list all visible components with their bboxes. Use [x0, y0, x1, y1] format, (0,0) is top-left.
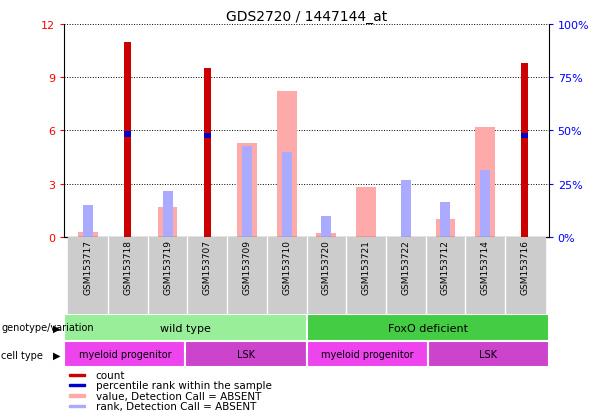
Bar: [69, 405, 85, 407]
Text: GSM153720: GSM153720: [322, 240, 331, 294]
Bar: [401, 181, 411, 237]
Bar: [124, 43, 131, 237]
Bar: [78, 232, 98, 237]
Bar: [356, 188, 376, 237]
Bar: [321, 216, 331, 237]
Text: FoxO deficient: FoxO deficient: [387, 323, 468, 333]
Text: GSM153707: GSM153707: [203, 240, 211, 294]
Bar: [69, 384, 85, 387]
Bar: [204, 69, 211, 237]
Text: genotype/variation: genotype/variation: [1, 323, 94, 332]
Bar: [64, 342, 186, 368]
Bar: [276, 92, 297, 237]
Bar: [242, 147, 252, 237]
Bar: [316, 234, 337, 237]
Bar: [227, 237, 267, 314]
Text: LSK: LSK: [479, 349, 497, 360]
Text: percentile rank within the sample: percentile rank within the sample: [96, 380, 272, 390]
Text: GSM153712: GSM153712: [441, 240, 450, 294]
Bar: [386, 237, 425, 314]
Text: myeloid progenitor: myeloid progenitor: [78, 349, 171, 360]
Text: GSM153716: GSM153716: [520, 240, 529, 294]
Bar: [521, 64, 528, 237]
Bar: [237, 144, 257, 237]
Text: ▶: ▶: [53, 350, 60, 360]
Text: GSM153710: GSM153710: [282, 240, 291, 294]
Bar: [69, 394, 85, 397]
Text: count: count: [96, 370, 125, 380]
Bar: [158, 207, 178, 237]
Text: GSM153718: GSM153718: [123, 240, 132, 294]
Text: GSM153721: GSM153721: [362, 240, 370, 294]
Bar: [505, 237, 545, 314]
Bar: [148, 237, 188, 314]
Bar: [441, 202, 451, 237]
Bar: [162, 191, 172, 237]
Bar: [480, 170, 490, 237]
Bar: [186, 342, 306, 368]
Text: ▶: ▶: [53, 323, 60, 332]
Bar: [68, 237, 108, 314]
Bar: [521, 134, 528, 139]
Bar: [428, 342, 549, 368]
Text: GSM153719: GSM153719: [163, 240, 172, 294]
Bar: [435, 220, 455, 237]
Bar: [306, 342, 428, 368]
Bar: [425, 237, 465, 314]
Text: cell type: cell type: [1, 350, 43, 360]
Text: GSM153722: GSM153722: [402, 240, 410, 294]
Bar: [108, 237, 148, 314]
Bar: [267, 237, 306, 314]
Bar: [306, 315, 549, 341]
Text: GSM153709: GSM153709: [243, 240, 251, 294]
Text: GSM153714: GSM153714: [481, 240, 490, 294]
Text: myeloid progenitor: myeloid progenitor: [321, 349, 413, 360]
Bar: [124, 132, 131, 138]
Text: LSK: LSK: [237, 349, 255, 360]
Text: GSM153717: GSM153717: [84, 240, 93, 294]
Title: GDS2720 / 1447144_at: GDS2720 / 1447144_at: [226, 10, 387, 24]
Bar: [64, 315, 306, 341]
Bar: [282, 152, 292, 237]
Bar: [83, 206, 93, 237]
Text: wild type: wild type: [160, 323, 211, 333]
Bar: [465, 237, 505, 314]
Bar: [475, 128, 495, 237]
Bar: [188, 237, 227, 314]
Text: rank, Detection Call = ABSENT: rank, Detection Call = ABSENT: [96, 401, 256, 411]
Text: value, Detection Call = ABSENT: value, Detection Call = ABSENT: [96, 391, 261, 401]
Bar: [306, 237, 346, 314]
Bar: [346, 237, 386, 314]
Bar: [204, 134, 211, 139]
Bar: [69, 374, 85, 376]
